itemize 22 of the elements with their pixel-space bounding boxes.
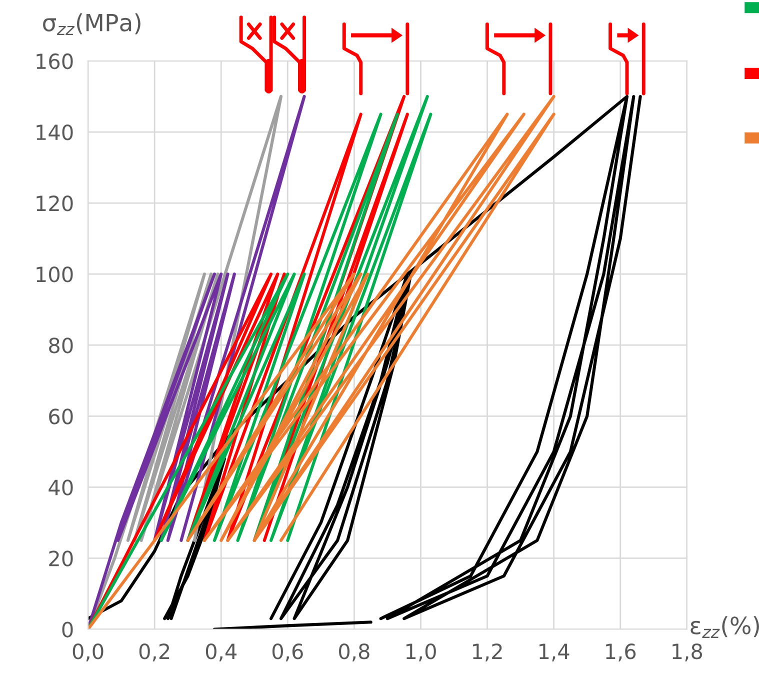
y-tick-label: 80 (49, 338, 73, 354)
x-tick-label: 0,4 (206, 644, 237, 662)
x-tick-label: 1,2 (473, 644, 502, 662)
y-tick-label: 140 (36, 124, 73, 140)
x-tick-label: 1,4 (540, 644, 570, 662)
y-tick-label: 40 (48, 480, 73, 496)
line-series (88, 94, 556, 630)
y-tick-label: 0 (62, 622, 73, 638)
x-tick-label: 0,6 (272, 644, 303, 662)
y-tick-label: 120 (36, 196, 73, 212)
y-tick-label: 20 (49, 550, 73, 566)
y-tick-label: 100 (36, 266, 73, 282)
x-tick-label: 1,6 (606, 644, 636, 662)
y-tick-label: 60 (49, 408, 73, 424)
x-tick-label: 1,0 (406, 644, 436, 662)
x-axis-title: ε$_{zz}$(%) (690, 616, 759, 638)
x-tick-label: 1,8 (672, 644, 702, 662)
y-tick-label: 160 (36, 53, 73, 70)
y-axis-title: σ$_{zz}$(MPa) (43, 13, 140, 36)
x-tick-label: 0,0 (72, 644, 104, 662)
x-tick-label: 0,8 (339, 644, 370, 662)
x-tick-label: 0,2 (139, 644, 170, 662)
